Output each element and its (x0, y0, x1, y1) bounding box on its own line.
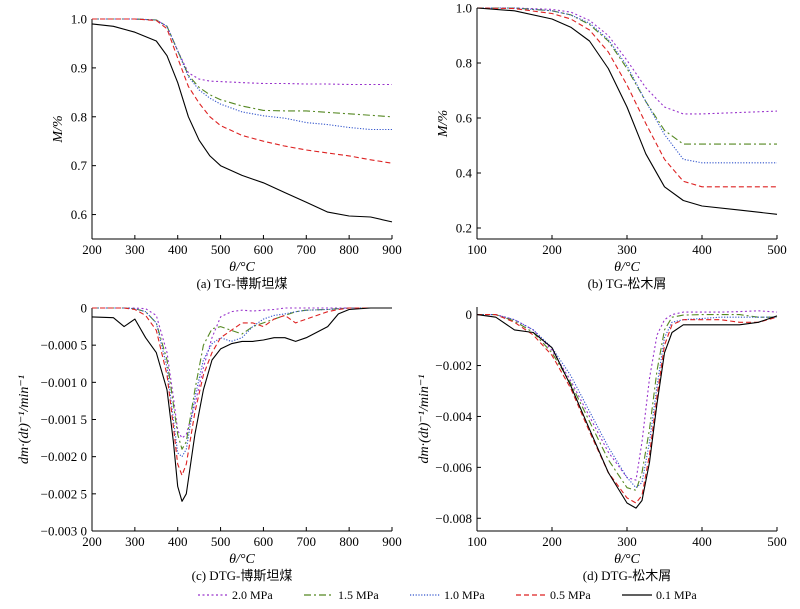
y-tick-label: −0.002 (435, 358, 472, 373)
series-line-0-1-mpa (476, 7, 778, 215)
panel-0: 200 300 400 500 600 700 800 900 0.6 0.7 0.8 0.9 1.0 θ… (51, 12, 402, 292)
x-tick-label: 500 (767, 242, 787, 257)
panel-2: 200 300 400 500 600 700 800 900 0 −0.000 5 −0.001 … (17, 301, 402, 584)
y-tick-label: 0.4 (456, 166, 473, 181)
series-line-1-5-mpa (92, 307, 392, 450)
series-line-2-0-mpa (477, 7, 778, 115)
series-line-0-5-mpa (477, 314, 778, 504)
y-tick-label: 1.0 (71, 12, 87, 27)
series-line-1-5-mpa (477, 314, 777, 491)
y-tick-label: −0.003 0 (41, 524, 87, 539)
x-tick-label: 500 (211, 242, 231, 257)
y-tick-label: 0.9 (71, 60, 87, 75)
y-tick-label: 0.6 (71, 207, 88, 222)
y-axis-label: M/% (436, 110, 451, 138)
x-tick-label: 400 (168, 534, 188, 549)
x-tick-label: 200 (542, 242, 562, 257)
legend-label: 0.1 MPa (656, 588, 697, 602)
x-tick-label: 300 (125, 534, 145, 549)
panel-caption: (d) DTG-松木屑 (583, 568, 671, 583)
series-line-0-5-mpa (92, 307, 392, 476)
panel-3: 100 200 300 400 500 0 −0.002 −0.004 −0.006 −0.008… (417, 307, 787, 583)
legend-label: 2.0 MPa (232, 588, 273, 602)
x-axis-label: θ/°C (229, 552, 255, 567)
x-tick-label: 300 (617, 242, 637, 257)
x-axis-label: θ/°C (229, 260, 255, 275)
series-line-2-0-mpa (92, 307, 392, 439)
x-tick-label: 400 (692, 242, 712, 257)
series-line-0-1-mpa (91, 307, 392, 502)
y-tick-label: 0 (466, 307, 473, 322)
series-line-2-0-mpa (477, 310, 778, 481)
panel-caption: (a) TG-博斯坦煤 (196, 276, 287, 291)
y-tick-label: −0.002 5 (41, 486, 87, 501)
y-axis-label: dm·(dt)⁻¹/min⁻¹ (17, 375, 32, 464)
x-tick-label: 200 (82, 534, 102, 549)
y-tick-label: −0.002 0 (41, 449, 87, 464)
series-line-0-5-mpa (476, 7, 777, 188)
x-tick-label: 800 (339, 534, 359, 549)
x-tick-label: 600 (254, 242, 274, 257)
x-tick-label: 700 (297, 534, 317, 549)
x-tick-label: 600 (254, 534, 274, 549)
x-tick-label: 100 (467, 242, 487, 257)
x-tick-label: 900 (382, 242, 402, 257)
x-tick-label: 400 (692, 534, 712, 549)
y-tick-label: 0.6 (456, 111, 473, 126)
x-tick-label: 300 (617, 534, 637, 549)
x-tick-label: 100 (467, 534, 487, 549)
legend-label: 1.0 MPa (444, 588, 485, 602)
x-tick-label: 200 (82, 242, 102, 257)
x-tick-label: 900 (382, 534, 402, 549)
x-tick-label: 800 (339, 242, 359, 257)
legend: 2.0 MPa 1.5 MPa 1.0 MPa 0.5 MPa 0.1 MPa (198, 588, 697, 602)
y-tick-label: 1.0 (456, 1, 472, 16)
y-tick-label: −0.001 0 (41, 375, 87, 390)
y-tick-label: −0.008 (435, 511, 472, 526)
y-tick-label: 0.8 (456, 56, 472, 71)
series-line-2-0-mpa (92, 18, 392, 86)
y-tick-label: −0.004 (435, 409, 472, 424)
series-line-0-1-mpa (91, 23, 393, 223)
panel-1: 100 200 300 400 500 0.2 0.4 0.6 0.8 1.0 θ/°C M/% (b)… (436, 1, 787, 292)
series-line-1-0-mpa (477, 314, 777, 489)
series-line-1-5-mpa (92, 18, 393, 118)
x-tick-label: 700 (297, 242, 317, 257)
series-line-0-5-mpa (92, 18, 393, 164)
x-tick-label: 200 (542, 534, 562, 549)
x-axis-label: θ/°C (614, 552, 640, 567)
x-tick-label: 300 (125, 242, 145, 257)
y-tick-label: 0.8 (71, 109, 87, 124)
x-axis-label: θ/°C (614, 260, 640, 275)
y-tick-label: −0.001 5 (41, 412, 87, 427)
panel-caption: (c) DTG-博斯坦煤 (192, 568, 293, 583)
series-line-0-1-mpa (476, 314, 778, 509)
y-tick-label: 0.2 (456, 221, 472, 236)
y-tick-label: 0.7 (71, 158, 88, 173)
y-tick-label: −0.000 5 (41, 338, 87, 353)
legend-label: 1.5 MPa (338, 588, 379, 602)
y-axis-label: dm·(dt)⁻¹/min⁻¹ (417, 375, 432, 464)
x-tick-label: 500 (767, 534, 787, 549)
series-line-1-0-mpa (477, 7, 777, 164)
series-line-1-5-mpa (477, 7, 777, 145)
legend-label: 0.5 MPa (550, 588, 591, 602)
y-tick-label: 0 (81, 301, 88, 316)
x-tick-label: 500 (211, 534, 231, 549)
series-line-1-0-mpa (92, 307, 392, 458)
y-axis-label: M/% (51, 115, 66, 143)
x-tick-label: 400 (168, 242, 188, 257)
y-tick-label: −0.006 (435, 460, 472, 475)
panel-caption: (b) TG-松木屑 (588, 276, 667, 291)
series-line-1-0-mpa (92, 18, 392, 131)
